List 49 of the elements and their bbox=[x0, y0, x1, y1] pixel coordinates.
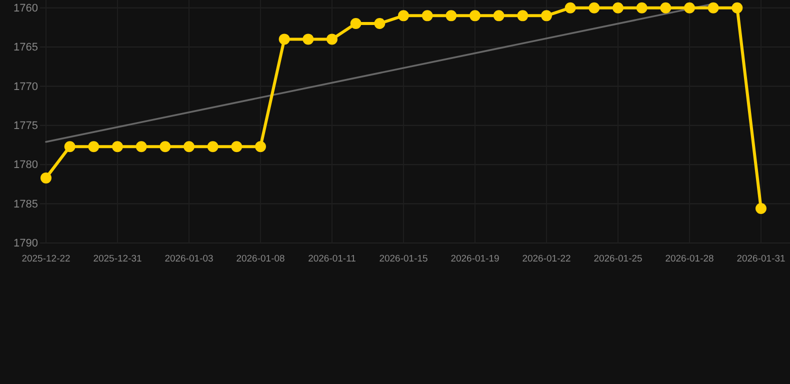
y-tick-label: 1785 bbox=[14, 198, 38, 210]
point bbox=[684, 2, 695, 14]
y-tick-label: 1765 bbox=[14, 42, 38, 54]
x-tick-label: 2026-01-22 bbox=[522, 254, 571, 265]
y-tick-label: 1790 bbox=[14, 238, 38, 250]
point bbox=[470, 10, 480, 22]
y-tick-label: 1760 bbox=[14, 2, 38, 14]
point bbox=[398, 10, 409, 22]
y-tick-label: 1780 bbox=[14, 159, 38, 172]
x-tick-label: 2026-01-28 bbox=[665, 254, 714, 265]
x-tick-label: 2025-12-31 bbox=[93, 254, 142, 265]
point bbox=[493, 10, 504, 22]
x-tick-label: 2025-12-22 bbox=[22, 254, 70, 265]
point bbox=[756, 203, 766, 214]
x-tick-label: 2026-01-03 bbox=[164, 254, 214, 265]
point bbox=[374, 18, 386, 30]
point bbox=[517, 10, 528, 22]
point bbox=[64, 141, 76, 152]
x-tick-label: 2026-01-08 bbox=[236, 254, 285, 265]
point bbox=[302, 34, 314, 45]
y-tick-label: 1770 bbox=[14, 80, 38, 93]
point bbox=[564, 2, 576, 14]
point bbox=[446, 10, 457, 22]
point bbox=[184, 141, 194, 152]
point bbox=[326, 34, 338, 45]
point bbox=[136, 141, 147, 152]
point bbox=[160, 141, 171, 152]
x-tick-label: 2026-01-11 bbox=[308, 254, 356, 265]
point bbox=[588, 2, 600, 14]
point bbox=[278, 34, 290, 45]
point bbox=[422, 10, 433, 22]
point bbox=[88, 141, 100, 152]
x-tick-label: 2026-01-19 bbox=[450, 254, 500, 265]
y-tick-label: 1775 bbox=[14, 120, 38, 132]
point bbox=[612, 2, 624, 14]
point bbox=[541, 10, 552, 22]
point bbox=[255, 141, 266, 152]
point bbox=[660, 2, 672, 14]
point bbox=[231, 141, 242, 152]
x-tick-label: 2026-01-15 bbox=[379, 254, 428, 265]
point bbox=[732, 2, 743, 14]
point bbox=[350, 18, 362, 30]
point bbox=[40, 172, 52, 184]
x-tick-label: 2026-01-25 bbox=[594, 254, 642, 265]
point bbox=[636, 2, 648, 14]
point bbox=[207, 141, 218, 152]
point bbox=[708, 2, 719, 14]
point bbox=[112, 141, 123, 152]
x-tick-label: 2026-01-31 bbox=[736, 254, 786, 265]
